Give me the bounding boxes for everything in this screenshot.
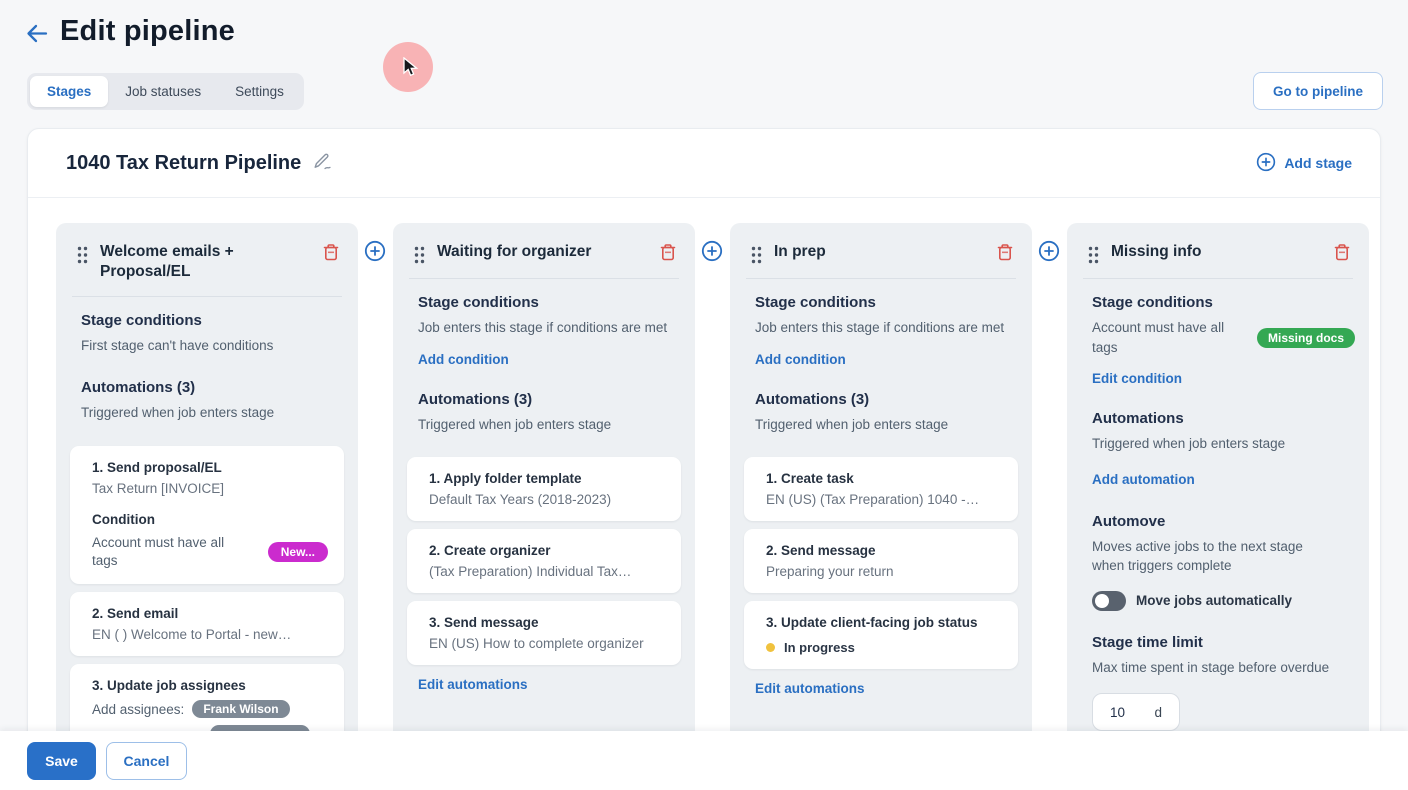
automations-heading: Automations (3): [81, 379, 196, 397]
stage-title: Missing info: [1111, 243, 1202, 260]
plus-circle-icon: [1256, 152, 1276, 175]
delete-stage-button[interactable]: [996, 242, 1014, 265]
drag-handle-icon[interactable]: [751, 242, 762, 264]
stage-conditions-text: Account must have all tags: [1092, 320, 1225, 355]
delete-stage-button[interactable]: [322, 242, 340, 265]
tag-badge: New...: [267, 542, 328, 563]
status-dot-icon: [766, 643, 775, 653]
pipeline-name: 1040 Tax Return Pipeline: [66, 152, 332, 175]
save-button[interactable]: Save: [27, 742, 96, 780]
divider: [72, 295, 342, 297]
drag-handle-icon[interactable]: [1088, 242, 1099, 264]
automations-text: Triggered when job enters stage: [755, 416, 949, 432]
stage-time-limit-description: Max time spent in stage before overdue: [1092, 659, 1330, 675]
automation-card: 1. Send proposal/EL Tax Return [INVOICE]…: [70, 446, 344, 585]
delete-stage-button[interactable]: [659, 242, 677, 265]
automation-card: 1. Create task EN (US) (Tax Preparation)…: [744, 457, 1018, 522]
stage-title: Welcome emails + Proposal/EL: [100, 243, 234, 281]
automation-card: 3. Update client-facing job status In pr…: [744, 601, 1018, 670]
stage-conditions-heading: Stage conditions: [81, 311, 202, 329]
tab-stages[interactable]: Stages: [30, 76, 109, 107]
insert-stage-button[interactable]: [701, 240, 723, 262]
stage-conditions-text: Job enters this stage if conditions are …: [755, 320, 1005, 335]
stage-time-limit-heading: Stage time limit: [1092, 633, 1203, 651]
stage-title: In prep: [774, 243, 826, 260]
stage-column-missing-info: Missing info Stage conditions Account mu…: [1067, 223, 1369, 790]
stage-conditions-heading: Stage conditions: [418, 294, 539, 311]
trash-icon: [322, 243, 340, 265]
automation-list: 1. Apply folder template Default Tax Yea…: [407, 457, 681, 666]
edit-condition-link[interactable]: Edit condition: [1092, 371, 1182, 387]
back-button[interactable]: [24, 22, 50, 48]
time-limit-input[interactable]: [1110, 704, 1138, 720]
tab-job-statuses[interactable]: Job statuses: [108, 76, 218, 107]
insert-stage-button[interactable]: [1038, 240, 1060, 262]
automation-list: 1. Create task EN (US) (Tax Preparation)…: [744, 457, 1018, 670]
job-status-label: In progress: [784, 640, 855, 656]
time-limit-unit: d: [1154, 704, 1162, 720]
divider: [409, 278, 679, 279]
assignee-badge: Frank Wilson: [192, 700, 290, 719]
trash-icon: [1333, 243, 1351, 265]
trash-icon: [996, 243, 1014, 265]
add-stage-button[interactable]: Add stage: [1256, 152, 1352, 175]
cancel-button[interactable]: Cancel: [106, 742, 187, 780]
tab-bar: Stages Job statuses Settings: [27, 73, 304, 110]
pencil-icon: [313, 153, 332, 173]
add-automation-link[interactable]: Add automation: [1092, 471, 1195, 487]
pipeline-editor-card: 1040 Tax Return Pipeline Add stage Welco…: [27, 128, 1381, 790]
edit-automations-link[interactable]: Edit automations: [418, 677, 528, 693]
add-condition-link[interactable]: Add condition: [418, 351, 509, 367]
toggle-knob: [1095, 593, 1109, 608]
automations-text: Triggered when job enters stage: [1092, 436, 1286, 452]
plus-circle-icon: [364, 240, 386, 265]
cursor-highlight: [383, 42, 433, 92]
tag-badge: Missing docs: [1256, 327, 1355, 348]
automations-text: Triggered when job enters stage: [81, 405, 275, 421]
add-condition-link[interactable]: Add condition: [755, 351, 846, 367]
stage-column-welcome-emails: Welcome emails + Proposal/EL Stage condi…: [56, 223, 358, 790]
go-to-pipeline-button[interactable]: Go to pipeline: [1253, 72, 1383, 110]
automation-card: 2. Send email EN ( ) Welcome to Portal -…: [70, 592, 344, 657]
automations-heading: Automations: [1092, 410, 1184, 428]
stage-conditions-text: Job enters this stage if conditions are …: [418, 320, 668, 335]
automove-description: Moves active jobs to the next stage when…: [1092, 538, 1303, 574]
automation-card: 1. Apply folder template Default Tax Yea…: [407, 457, 681, 522]
automations-heading: Automations (3): [418, 390, 533, 408]
insert-stage-button[interactable]: [364, 240, 386, 262]
automove-toggle[interactable]: [1092, 590, 1126, 611]
automation-card: 3. Send message EN (US) How to complete …: [407, 601, 681, 666]
pipeline-card-header: 1040 Tax Return Pipeline Add stage: [28, 129, 1380, 198]
drag-handle-icon[interactable]: [414, 242, 425, 264]
automove-toggle-label: Move jobs automatically: [1136, 593, 1293, 609]
stage-column-in-prep: In prep Stage conditions Job enters this…: [730, 223, 1032, 790]
action-bar: Save Cancel: [0, 731, 1408, 790]
edit-pipeline-name-button[interactable]: [313, 153, 332, 173]
stage-column-waiting-for-organizer: Waiting for organizer Stage conditions J…: [393, 223, 695, 790]
automations-heading: Automations (3): [755, 390, 870, 408]
edit-automations-link[interactable]: Edit automations: [755, 681, 865, 697]
divider: [746, 278, 1016, 279]
trash-icon: [659, 243, 677, 265]
stage-conditions-heading: Stage conditions: [755, 294, 876, 311]
stages-board: Welcome emails + Proposal/EL Stage condi…: [56, 223, 1369, 790]
automation-list: 1. Send proposal/EL Tax Return [INVOICE]…: [70, 446, 344, 758]
automation-card: 2. Create organizer (Tax Preparation) In…: [407, 529, 681, 594]
drag-handle-icon[interactable]: [77, 242, 88, 264]
stage-title: Waiting for organizer: [437, 243, 592, 260]
divider: [1083, 278, 1353, 279]
plus-circle-icon: [1038, 240, 1060, 265]
page-title: Edit pipeline: [60, 15, 235, 47]
stage-conditions-heading: Stage conditions: [1092, 294, 1213, 311]
stage-conditions-text: First stage can't have conditions: [81, 337, 274, 353]
automove-heading: Automove: [1092, 512, 1166, 530]
delete-stage-button[interactable]: [1333, 242, 1351, 265]
tab-settings[interactable]: Settings: [218, 76, 301, 107]
automation-card: 2. Send message Preparing your return: [744, 529, 1018, 594]
plus-circle-icon: [701, 240, 723, 265]
automations-text: Triggered when job enters stage: [418, 416, 612, 432]
time-limit-field: d: [1092, 693, 1180, 732]
back-arrow-icon: [25, 24, 49, 48]
